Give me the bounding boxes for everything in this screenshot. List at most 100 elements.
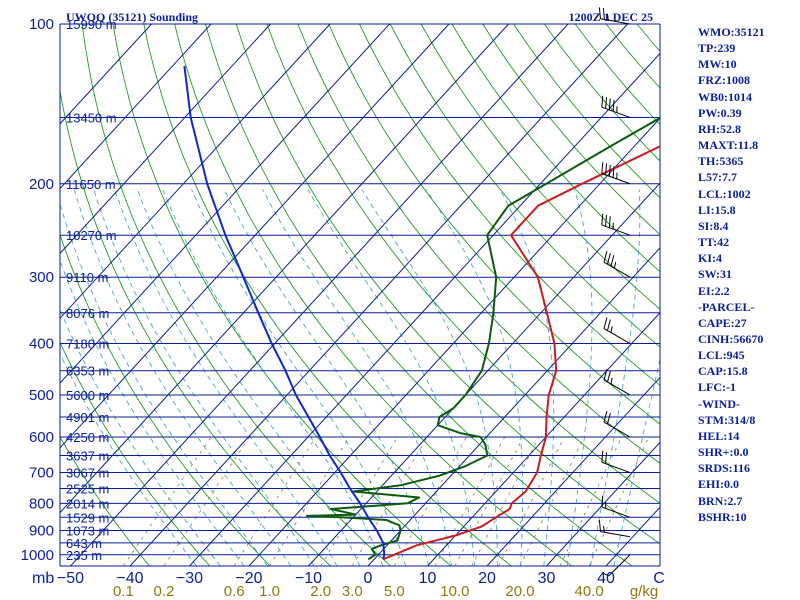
wind-barb-staff [608, 554, 631, 577]
mixing-ratio-line [471, 436, 540, 566]
index-line: LFC:-1 [698, 380, 736, 395]
index-line: SRDS:116 [698, 461, 751, 476]
wind-barb-half-feather [613, 261, 617, 269]
height-label: 3067 m [66, 466, 109, 481]
pressure-label: 100 [29, 16, 54, 33]
index-line: TT:42 [698, 235, 730, 250]
pressure-label: 1000 [21, 547, 54, 564]
wind-barb-feather [608, 98, 611, 110]
index-line: -PARCEL- [698, 299, 755, 314]
wind-barb-feather [608, 164, 611, 177]
height-label: 9110 m [66, 270, 108, 285]
index-line: BRN:2.7 [698, 493, 743, 508]
index-line: EI:2.2 [698, 283, 730, 298]
dry-adiabat-line [204, 24, 633, 566]
wind-barb [601, 162, 631, 185]
mixing-ratio-line [352, 436, 428, 566]
moist-adiabat-line [93, 189, 315, 566]
wind-barb-staff [601, 173, 631, 185]
wind-barb-feather [601, 95, 604, 108]
wind-barb-half-feather [610, 377, 613, 385]
moist-adiabat-line [613, 356, 660, 566]
height-label: 13450 m [66, 110, 117, 125]
moist-adiabat-line [73, 189, 292, 566]
moist-adiabat-line [307, 189, 475, 566]
wind-barb [598, 7, 631, 25]
wind-barb-staff [601, 224, 631, 236]
pressure-label: 300 [29, 269, 54, 286]
wind-barb-feather [606, 319, 611, 331]
mixing-ratio-label: 0.6 [224, 583, 245, 600]
pressure-label: 500 [29, 387, 54, 404]
wind-barb-staff [603, 379, 631, 396]
wind-barb-staff [601, 506, 631, 518]
wind-barb-feather [608, 216, 611, 228]
dry-adiabat-line [60, 233, 271, 566]
wind-barb [603, 251, 631, 278]
temperature-tick-label: 20 [478, 570, 496, 587]
index-line: KI:4 [698, 251, 722, 266]
temperature-tick-label: −30 [176, 570, 203, 587]
isotherm-line [486, 376, 660, 566]
dry-adiabat-line [60, 88, 331, 566]
mixing-ratio-label: 40.0 [575, 583, 604, 600]
temperature-unit-label: C [653, 570, 665, 587]
pressure-label: 600 [29, 429, 54, 446]
wind-barb [601, 213, 631, 236]
wind-barb-feather [601, 450, 604, 463]
isotherm-line [60, 24, 331, 319]
dry-adiabat-line [451, 24, 660, 273]
isotherm-line [427, 311, 660, 566]
wind-barbs [598, 7, 631, 577]
mixing-ratio-line [434, 436, 506, 566]
isotherm-line [308, 182, 660, 566]
isotherm-line [546, 441, 660, 566]
wind-barb-staff [603, 328, 631, 344]
wind-barb-feather [605, 163, 608, 175]
wind-barb-feather [603, 317, 608, 329]
valid-time: 1200Z 1 DEC 25 [569, 10, 653, 24]
mixing-ratio-line [559, 436, 622, 566]
isotherm-line [60, 24, 152, 125]
dry-adiabat-line [389, 24, 660, 348]
moist-adiabat-line [262, 189, 452, 566]
wind-barb-feather [606, 412, 611, 425]
wind-barb-feather [598, 7, 601, 19]
temperature-tick-label: −10 [295, 570, 322, 587]
wind-barb [601, 95, 631, 118]
index-line: RH:52.8 [698, 121, 741, 136]
wind-barb-half-feather [602, 525, 605, 533]
dry-adiabat-line [112, 24, 452, 566]
dry-adiabat-line [81, 24, 392, 566]
dry-adiabat-line [60, 436, 150, 566]
dry-adiabat-line [266, 24, 660, 504]
index-line: L57:7.7 [698, 170, 737, 185]
temperature-tick-label: −50 [57, 570, 84, 587]
index-line: SHR+:0.0 [698, 445, 749, 460]
index-line: BSHR:10 [698, 509, 747, 524]
mixing-ratio-labels: 0.1 0.2 0.6 1.0 2.0 3.0 5.0 10.0 20.0 40.0 g/kg [113, 583, 658, 600]
index-line: LI:15.8 [698, 202, 736, 217]
moist-adiabat-line [191, 189, 407, 566]
wind-barb-feather [603, 410, 608, 423]
moist-adiabat-line [223, 189, 430, 566]
height-label: 235 m [66, 548, 102, 563]
wind-barb-feather [601, 213, 604, 225]
dewpoint-profile-line [305, 116, 660, 561]
index-line: LCL:945 [698, 348, 745, 363]
mixing-ratio-line [123, 436, 212, 566]
index-line: TH:5365 [698, 154, 744, 169]
moist-adiabat-line [114, 189, 338, 566]
moist-adiabat-line [60, 352, 198, 566]
wind-barb [598, 520, 631, 538]
dry-adiabat-line [143, 24, 512, 566]
mixing-ratio-label: 10.0 [440, 583, 469, 600]
index-line: SW:31 [698, 267, 733, 282]
height-labels: 15990 m 13450 m 11650 m 10270 m 9110 m 8076 m… [66, 17, 117, 563]
height-label: 1073 m [66, 523, 109, 538]
dry-adiabat-line [235, 24, 660, 545]
isotherm-line [60, 24, 212, 190]
wind-barb-feather [603, 251, 608, 263]
height-label: 5600 m [66, 388, 109, 403]
temperature-tick-label: 40 [597, 570, 615, 587]
